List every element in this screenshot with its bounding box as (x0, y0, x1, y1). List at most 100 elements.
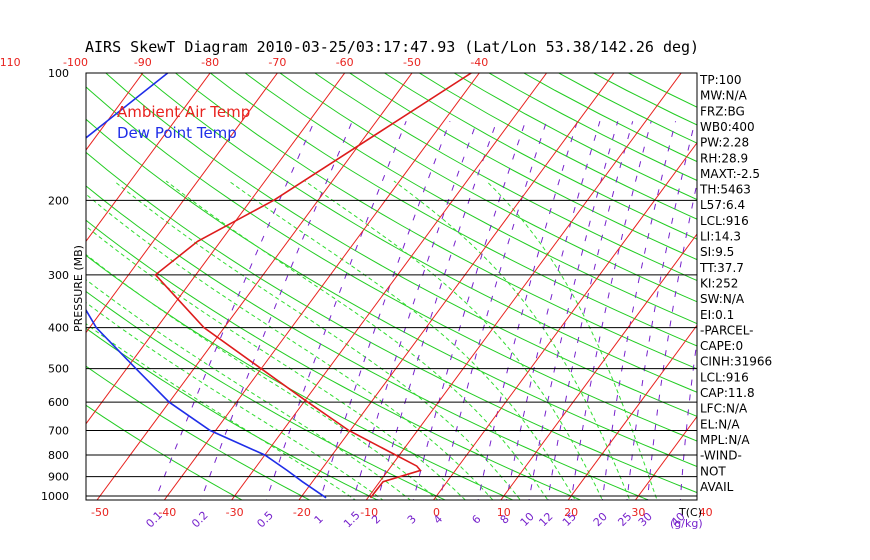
isotherm-line (634, 415, 697, 500)
moist-adiabat (86, 193, 494, 500)
mixing-ratio-unit-label: (g/kg) (670, 517, 703, 530)
stability-index-item: CINH:31966 (700, 355, 772, 369)
mixing-ratio-line (626, 121, 696, 500)
mixing-ratio-tick-label: 3 (405, 512, 419, 526)
bottom-temp-tick-label: 10 (497, 506, 511, 519)
dry-adiabat (209, 73, 697, 347)
dry-adiabat (105, 73, 697, 417)
pressure-tick-label: 900 (48, 471, 69, 484)
background-grid (0, 54, 870, 505)
isotherm-line (500, 233, 697, 500)
top-temp-tick-label: -70 (268, 56, 286, 69)
axis-ticks: 1002003004005006007008009001000-120-110-… (0, 56, 713, 530)
mixing-ratio-tick-label: 20 (591, 510, 610, 529)
bottom-temp-tick-label: -20 (293, 506, 311, 519)
mixing-ratio-tick-label: 2 (369, 512, 383, 526)
moist-adiabat (86, 253, 439, 500)
mixing-ratio-line (679, 337, 697, 500)
sounding-series (86, 73, 472, 499)
chart-title: AIRS SkewT Diagram 2010-03-25/03:17:47.9… (85, 38, 699, 56)
top-temp-tick-label: -40 (470, 56, 488, 69)
isotherm-line (86, 73, 144, 151)
dry-adiabat (86, 219, 582, 500)
moist-adiabat (165, 180, 549, 500)
dry-adiabat (313, 73, 697, 282)
isotherm-line (96, 73, 413, 500)
legend-ambient-air-temp: Ambient Air Temp (117, 103, 250, 121)
stability-index-item: PW:2.28 (700, 136, 749, 150)
mixing-ratio-line (352, 121, 478, 500)
dry-adiabat (139, 73, 697, 393)
mixing-ratio-tick-label: 10 (518, 510, 537, 529)
dry-adiabat (279, 73, 697, 303)
dry-adiabat (244, 73, 697, 325)
mixing-ratio-tick-label: 6 (469, 512, 483, 526)
stability-index-item: AVAIL (700, 480, 734, 494)
stability-index-item: -WIND- (700, 449, 742, 463)
moist-adiabat (86, 225, 467, 500)
isotherm-line (567, 324, 697, 500)
y-axis-label: PRESSURE (MB) (72, 245, 85, 332)
moist-adiabat (86, 323, 357, 500)
mixing-ratio-tick-label: 1 (312, 512, 326, 526)
dry-adiabat (86, 327, 379, 500)
isotherm-line (86, 73, 279, 334)
isotherm-line (432, 141, 697, 500)
stability-index-item: LCL:916 (700, 370, 749, 384)
bottom-temp-tick-label: 20 (564, 506, 578, 519)
mixing-ratio-line (439, 121, 548, 500)
stability-index-item: -PARCEL- (700, 323, 754, 337)
isotherm-line (365, 73, 682, 500)
pressure-tick-label: 1000 (41, 490, 69, 503)
pressure-tick-label: 800 (48, 449, 69, 462)
moist-adiabat (86, 279, 412, 500)
dry-adiabat (86, 290, 447, 500)
isotherm-line (163, 73, 480, 500)
stability-index-item: NOT (700, 464, 726, 478)
dry-adiabat (488, 73, 697, 181)
isotherm-line (298, 73, 615, 500)
dry-adiabat (86, 404, 244, 500)
mixing-ratio-tick-label: 12 (536, 510, 555, 529)
mixing-ratio-line (528, 121, 619, 500)
mixing-ratio-line (477, 121, 578, 500)
mixing-ratio-tick-label: 0.5 (254, 509, 276, 531)
isobar-lines (86, 199, 697, 497)
moist-adiabat (393, 180, 631, 500)
stability-index-item: LI:14.3 (700, 230, 741, 244)
moist-adiabat (228, 180, 576, 500)
stability-index-item: KI:252 (700, 277, 738, 291)
mixing-ratio-line (200, 121, 353, 500)
stability-index-item: TP:100 (699, 73, 742, 87)
top-temp-tick-label: -50 (403, 56, 421, 69)
top-temp-tick-label: -110 (0, 56, 21, 69)
bottom-temp-tick-label: 30 (631, 506, 645, 519)
top-temp-tick-label: -60 (336, 56, 354, 69)
mixing-ratio-line (154, 120, 315, 500)
stability-index-item: LCL:916 (700, 214, 749, 228)
top-temp-tick-label: -90 (134, 56, 152, 69)
stability-index-item: TT:37.7 (699, 261, 744, 275)
stability-index-item: MAXT:-2.5 (700, 167, 760, 181)
dry-adiabat (348, 73, 697, 261)
isotherm-line (0, 54, 22, 505)
mixing-ratio-line (412, 121, 526, 500)
moist-adiabat (113, 180, 521, 500)
stability-index-item: EI:0.1 (700, 308, 734, 322)
mixing-ratio-line (570, 121, 652, 500)
stability-index-item: CAP:11.8 (700, 386, 755, 400)
mixing-ratio-tick-label: 0.2 (189, 509, 211, 531)
dew-point-temp-line (86, 73, 327, 499)
bottom-temp-tick-label: -40 (158, 506, 176, 519)
pressure-tick-label: 200 (48, 194, 69, 207)
dry-adiabat (86, 365, 311, 500)
isotherm-line (834, 54, 870, 505)
bottom-temp-tick-label: 40 (699, 506, 713, 519)
x-axis-unit-label: T(C) (678, 506, 702, 519)
pressure-tick-label: 400 (48, 322, 69, 335)
mixing-ratio-line (319, 121, 451, 500)
stability-index-item: L57:6.4 (700, 198, 745, 212)
moist-adiabat (304, 180, 604, 500)
pressure-tick-label: 300 (48, 269, 69, 282)
